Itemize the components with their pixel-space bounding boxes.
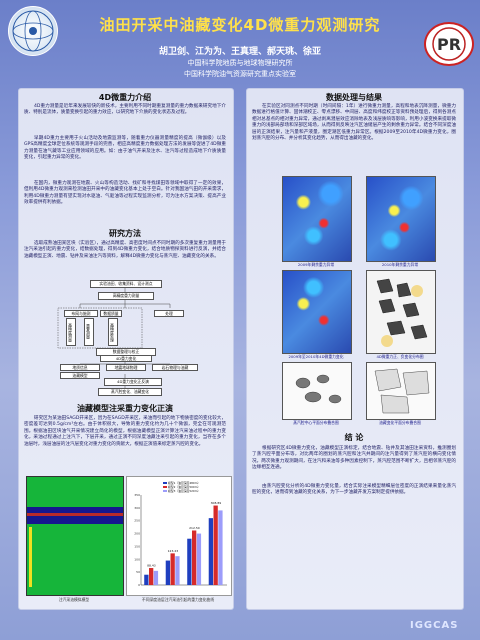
bar-chart-svg: 0 50 100 150 200 250 300 350 88.43 123.23 212.50 30… <box>134 493 227 587</box>
intro-paragraph-3: 在国内，微重力观测在地震、火山等构造活动、找矿和寻找煤田等领域中取得了一定的效果… <box>24 181 226 206</box>
reservoir-overlay-map <box>366 362 436 420</box>
author-list: 胡卫剑、江为为、王真理、郝天珧、徐亚 <box>158 47 321 57</box>
bar-data-label: 123.23 <box>168 549 179 553</box>
poster-header: 油田开采中油藏变化4D微重力观测研究 胡卫剑、江为为、王真理、郝天珧、徐亚 中国… <box>0 0 480 82</box>
y-tick-label: 250 <box>134 519 140 523</box>
gravity-change-map-4d <box>282 270 352 354</box>
flowchart-proc2: 4D重力变化 <box>100 355 152 362</box>
bar-data-label: 88.43 <box>147 564 156 568</box>
legend-item-3: 模型3（油层深度520m） <box>163 489 227 493</box>
bar <box>213 505 218 585</box>
sign-distribution-svg <box>376 278 428 347</box>
bar <box>218 510 223 585</box>
bar <box>187 538 192 585</box>
bar <box>149 568 154 585</box>
method-flowchart: 实验油田、收集资料、设计测点 高精度重力测量 布网与施测 数据质量 处理 高精度… <box>50 278 200 398</box>
bar <box>165 560 171 585</box>
bar <box>208 518 214 585</box>
legend-swatch-1 <box>163 482 167 484</box>
intro-title: 4D微重力介绍 <box>98 93 152 102</box>
footer-band <box>0 618 480 640</box>
gravity-sign-distribution-map <box>366 270 436 354</box>
gravity-bar-chart: 0 50 100 150 200 250 300 350 88.43 123.23 212.50 30… <box>126 476 232 596</box>
injection-model-image <box>26 476 124 596</box>
footer-logo-text: IGGCAS <box>410 620 459 631</box>
legend-swatch-3 <box>163 490 167 492</box>
pr-logo: PR <box>424 22 474 66</box>
model-title: 油藏模型注采重力变化正演 <box>77 404 173 413</box>
bar <box>196 533 202 585</box>
method-title: 研究方法 <box>109 229 141 238</box>
flowchart-col2: 数据质量 <box>100 310 122 317</box>
legend-item-1: 模型1（油层深度480m） <box>163 481 227 485</box>
conclusion-paragraph-2: 由蒸汽腔变化分析的4D微重力变化量，结合实际注采模型精细层位密度的正演结果来量化… <box>252 484 456 496</box>
bar <box>192 530 197 585</box>
flowchart-inversion: 4D重力变化正反演 <box>104 378 162 386</box>
affiliation-2: 中国科学院油气资源研究重点实验室 <box>184 70 296 78</box>
bar-data-label: 212.50 <box>189 526 200 530</box>
flowchart-seis: 地震地球物理 <box>106 364 146 371</box>
steam-chamber-svg <box>295 374 342 404</box>
gravity-map-2010 <box>366 176 436 262</box>
bar <box>144 574 149 585</box>
model-paragraph: 研究区为某油田SAGD开采区，因为在SAGD开采区，采油而引起的地下物质密度的变… <box>24 416 226 447</box>
flowchart-second: 高精度重力测量 <box>98 292 154 300</box>
legend-item-2: 模型2（油层深度500m） <box>163 485 227 489</box>
y-tick-label: 100 <box>134 557 140 561</box>
y-tick-label: 0 <box>138 583 140 587</box>
conclusion-title: 结 论 <box>344 433 364 442</box>
bar-data-label: 308.89 <box>211 501 222 505</box>
chart-legend: 模型1（油层深度480m） 模型2（油层深度500m） 模型3（油层深度520m… <box>163 481 227 493</box>
svg-text:PR: PR <box>437 35 461 54</box>
affiliation-1: 中国科学院地质与地球物理研究所 <box>187 59 293 67</box>
model-image-caption: 注汽采油模拟模型 <box>58 597 90 602</box>
flowchart-model: 油藏模型 <box>60 372 100 379</box>
method-paragraph: 选取成熟油田某区块（实验区），通过高精度、高密度时间点不同时期的多次重复重力测量… <box>24 241 226 259</box>
conclusion-paragraph-1: 根据研究区4D微重力变化，油藏模型正演标定，结合地震、钻井及其油田注采资料，推测… <box>252 446 456 471</box>
flowchart-petro: 岩石物理与油藏 <box>152 364 198 371</box>
intro-paragraph-1: 4D重力测量是近年来发展较快的新技术，主要利用不同时期重复测量的重力数据来研究地… <box>24 104 226 116</box>
y-tick-label: 150 <box>134 544 140 548</box>
map-caption-5: 蒸汽腔中心平面分布叠合图 <box>293 420 339 425</box>
map-caption-1: 2009年剩余重力异常 <box>297 262 335 267</box>
map-caption-3: 2009年至2010年4D微重力变化 <box>288 354 344 359</box>
flowchart-mid-branch: 重复测量 <box>84 318 94 346</box>
bar <box>153 570 159 585</box>
bar <box>175 556 180 585</box>
flowchart-right-branch: 高精度处理 <box>108 318 118 346</box>
y-tick-label: 200 <box>134 532 140 536</box>
legend-label-1: 模型1（油层深度480m） <box>168 481 201 485</box>
processing-paragraph: 在实验区对同测点不同时期（时间间隔：1年）进行微重力测量，高程和地表沉降测量，微… <box>252 104 456 142</box>
legend-label-3: 模型3（油层深度520m） <box>168 489 201 493</box>
y-tick-label: 50 <box>136 570 140 574</box>
flowchart-col3: 处理 <box>154 310 184 317</box>
poster-title: 油田开采中油藏变化4D微重力观测研究 <box>99 16 381 34</box>
chart-caption: 不同深度油层注汽采油引起的重力变化曲线 <box>141 597 215 602</box>
flowchart-col1: 布网与施测 <box>64 310 98 317</box>
legend-swatch-2 <box>163 486 167 488</box>
steam-chamber-overlay-map <box>282 362 352 420</box>
flowchart-top: 实验油田、收集资料、设计测点 <box>90 280 162 288</box>
flowchart-left-branch: 高精度测量 <box>66 318 76 346</box>
institute-logo <box>8 6 58 56</box>
bar <box>170 553 175 585</box>
flowchart-final: 蒸汽腔变化、油藏变化 <box>98 388 162 396</box>
reservoir-svg <box>374 368 430 414</box>
y-tick-label: 300 <box>134 506 140 510</box>
legend-label-2: 模型2（油层深度500m） <box>168 485 201 489</box>
map-caption-6: 油藏变化平面分布叠合图 <box>379 420 421 425</box>
flowchart-geo: 地质信息 <box>60 364 100 371</box>
intro-paragraph-2: 早期4D重力主要用于火山活动及地震监测等，随着重力仪器测量精度的提高（微伽级）以… <box>24 136 226 161</box>
map-caption-4: 4D微重力正、负变化分布图 <box>376 354 424 359</box>
y-tick-label: 350 <box>134 493 140 497</box>
gravity-map-2009 <box>282 176 352 262</box>
processing-title: 数据处理与结果 <box>326 93 382 102</box>
map-caption-2: 2010年剩余重力异常 <box>381 262 419 267</box>
